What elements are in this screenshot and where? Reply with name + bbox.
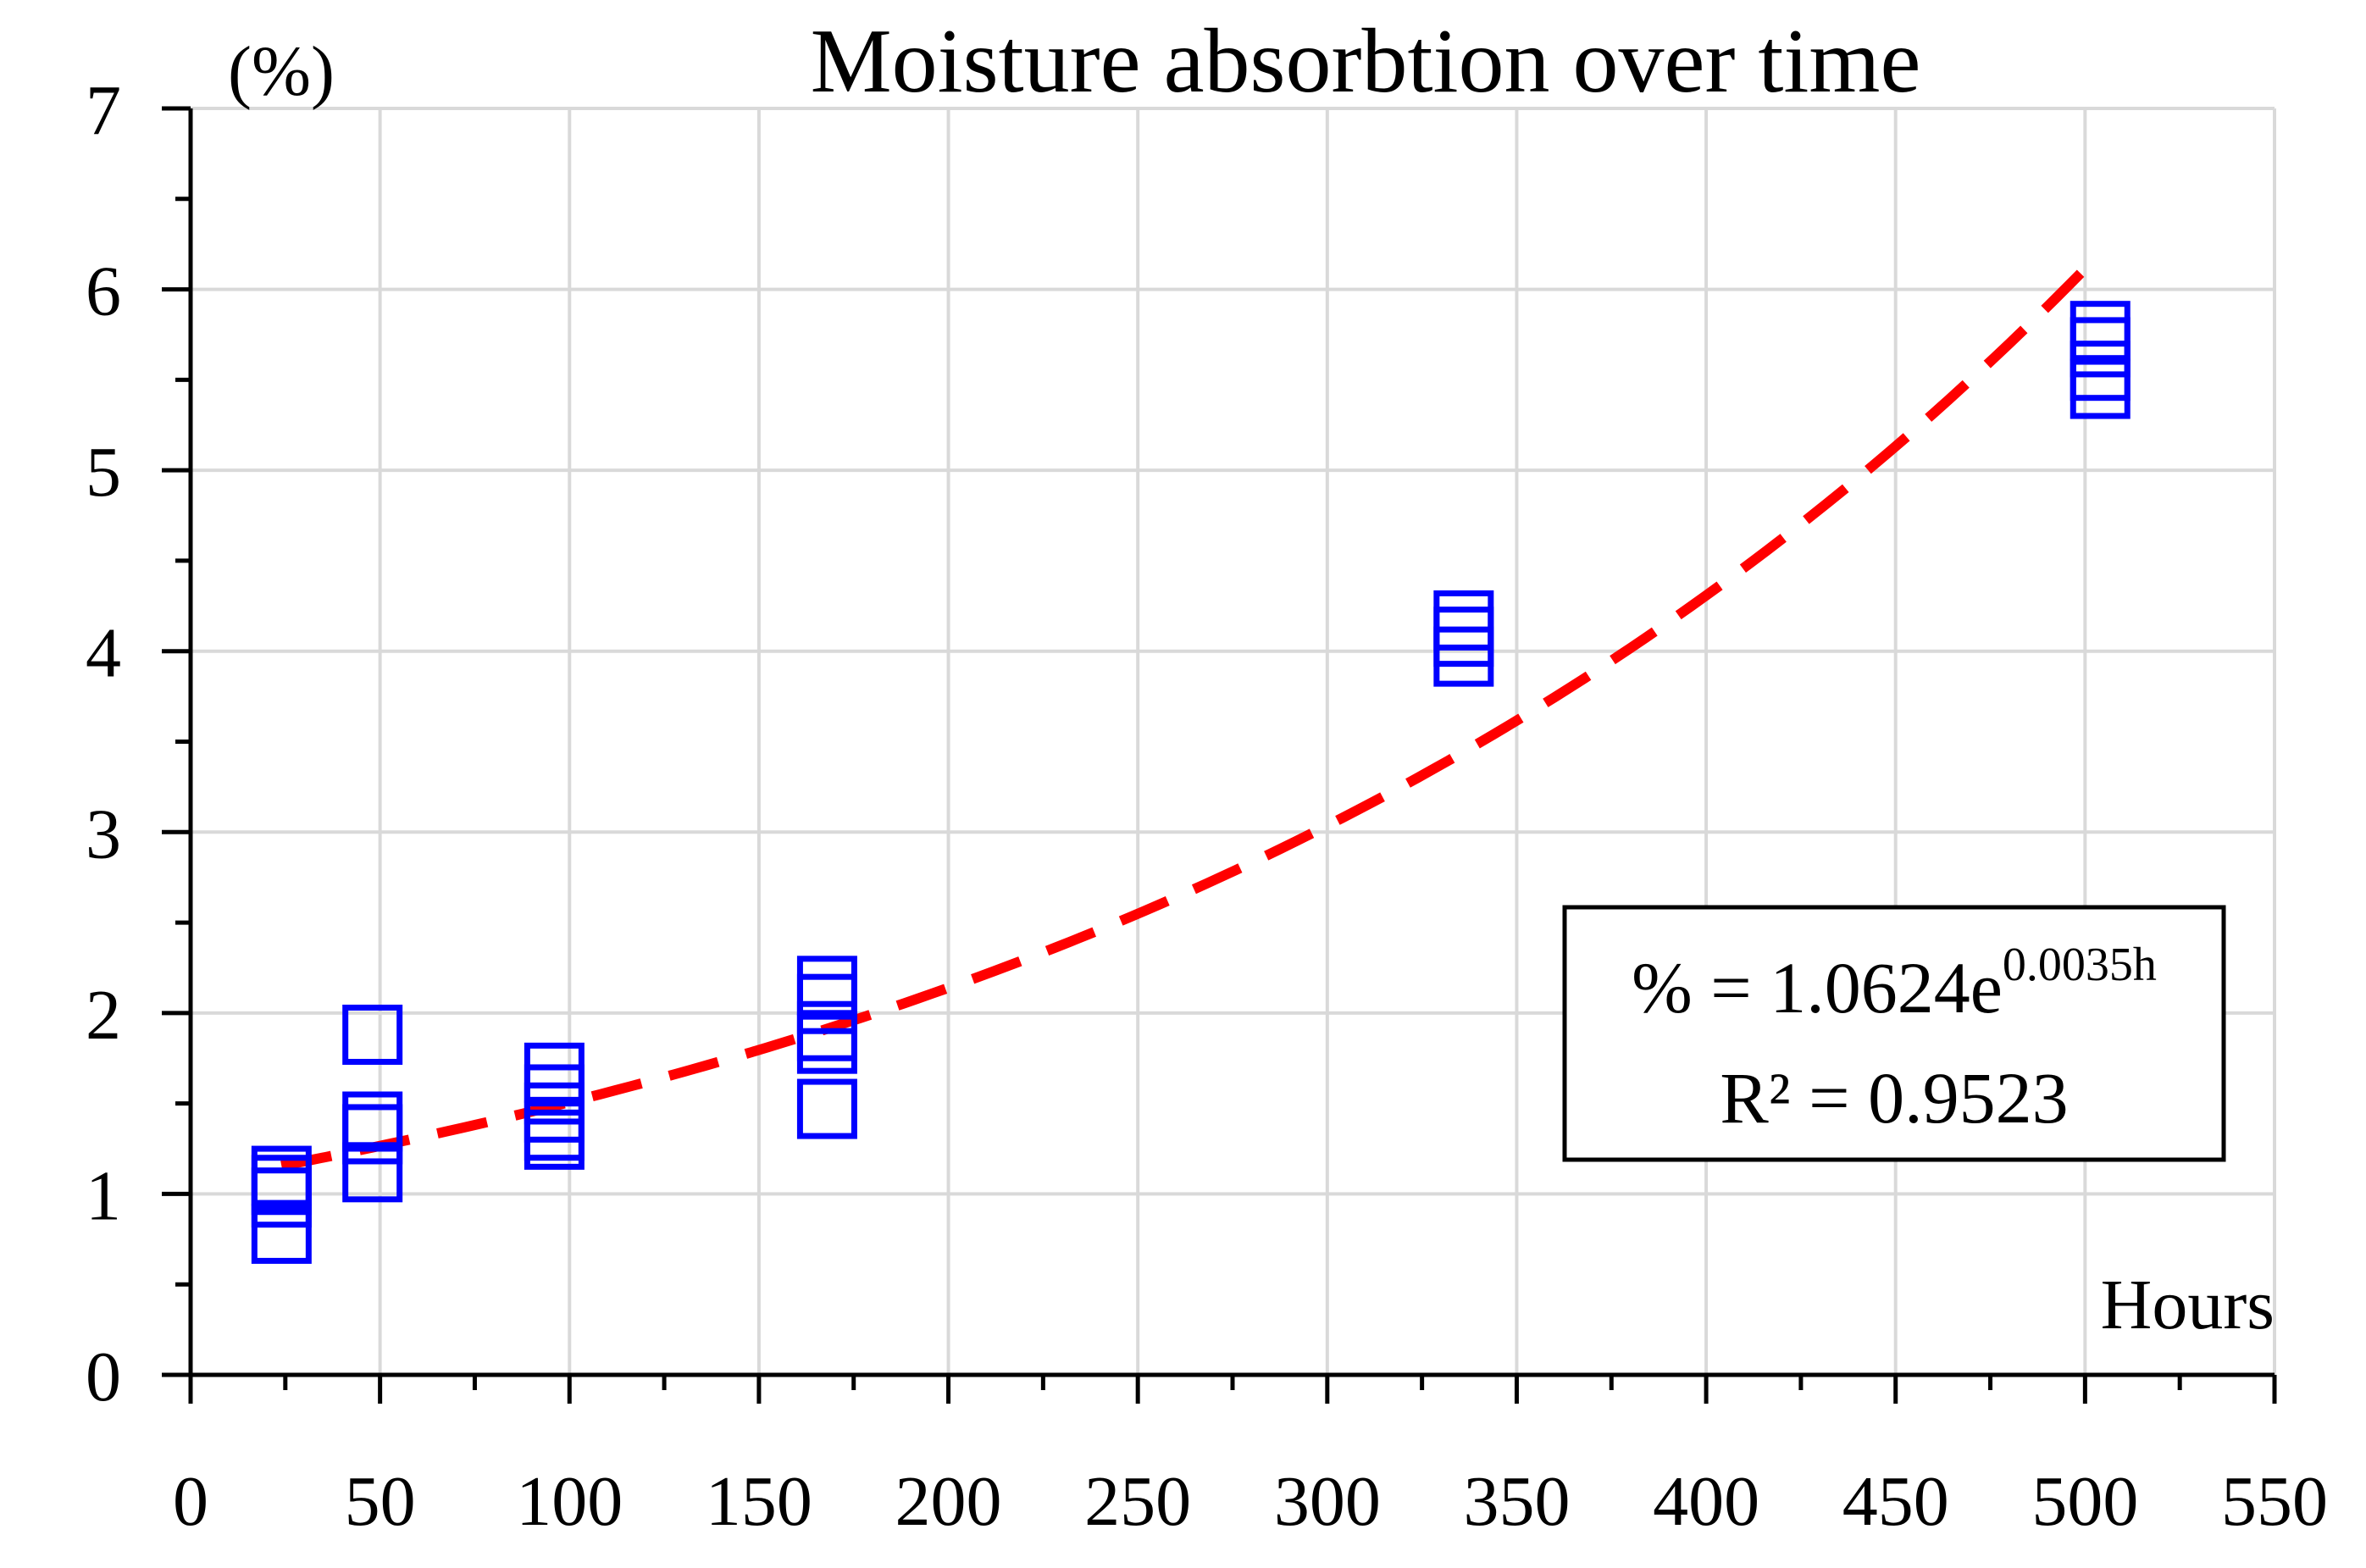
x-tick-label: 100 xyxy=(516,1462,623,1541)
data-points xyxy=(251,301,2131,1264)
data-point xyxy=(251,1167,312,1228)
r-squared: R² = 0.9523 xyxy=(1720,1057,2068,1139)
data-point xyxy=(524,1109,585,1170)
data-point xyxy=(342,1004,403,1065)
data-point xyxy=(1433,626,1494,687)
data-point xyxy=(796,1078,857,1139)
y-tick-label: 7 xyxy=(86,71,121,150)
x-tick-label: 250 xyxy=(1084,1462,1191,1541)
x-tick-label: 50 xyxy=(345,1462,416,1541)
data-point xyxy=(2070,341,2131,402)
y-tick-label: 3 xyxy=(86,795,121,873)
y-tick-label: 1 xyxy=(86,1156,121,1235)
x-axis-label: Hours xyxy=(2101,1266,2275,1344)
x-tick-label: 0 xyxy=(173,1462,208,1541)
data-point xyxy=(2070,358,2131,419)
data-point xyxy=(342,1142,403,1203)
x-tick-label: 400 xyxy=(1653,1462,1759,1541)
trend-equation: % = 1.0624e0.0035h xyxy=(1632,939,2157,1028)
gridlines xyxy=(191,107,2276,1375)
axes xyxy=(162,106,2277,1404)
data-point xyxy=(2070,317,2131,378)
y-tick-label: 2 xyxy=(86,976,121,1055)
equation-exponent: 0.0035h xyxy=(2003,939,2157,991)
x-tick-label: 150 xyxy=(706,1462,812,1541)
data-point xyxy=(524,1042,585,1103)
trend-equation-box: % = 1.0624e0.0035h R² = 0.9523 xyxy=(1562,905,2226,1162)
chart-title: Moisture absorbtion over time xyxy=(811,11,1921,112)
data-point xyxy=(342,1104,403,1165)
x-tick-label: 300 xyxy=(1274,1462,1381,1541)
data-point xyxy=(251,1203,312,1264)
data-point xyxy=(2070,301,2131,362)
tick-labels: 0 1 2 3 4 5 6 7 0 50 100 150 200 250 300 350 400 450 500 55… xyxy=(86,71,2328,1541)
data-point xyxy=(1433,607,1494,668)
x-tick-label: 500 xyxy=(2031,1462,2138,1541)
x-tick-label: 350 xyxy=(1463,1462,1570,1541)
equation-box-frame xyxy=(1562,905,2226,1162)
x-tick-label: 200 xyxy=(895,1462,1002,1541)
data-point xyxy=(1433,590,1494,651)
x-tick-label: 450 xyxy=(1842,1462,1949,1541)
y-tick-label: 6 xyxy=(86,252,121,331)
y-tick-label: 0 xyxy=(86,1338,121,1416)
equation-prefix: % = 1.0624e xyxy=(1632,947,2003,1028)
data-point xyxy=(796,1013,857,1074)
y-axis-label: (%) xyxy=(228,32,335,111)
y-tick-label: 4 xyxy=(86,614,121,693)
y-tick-label: 5 xyxy=(86,433,121,512)
x-tick-label: 550 xyxy=(2221,1462,2328,1541)
